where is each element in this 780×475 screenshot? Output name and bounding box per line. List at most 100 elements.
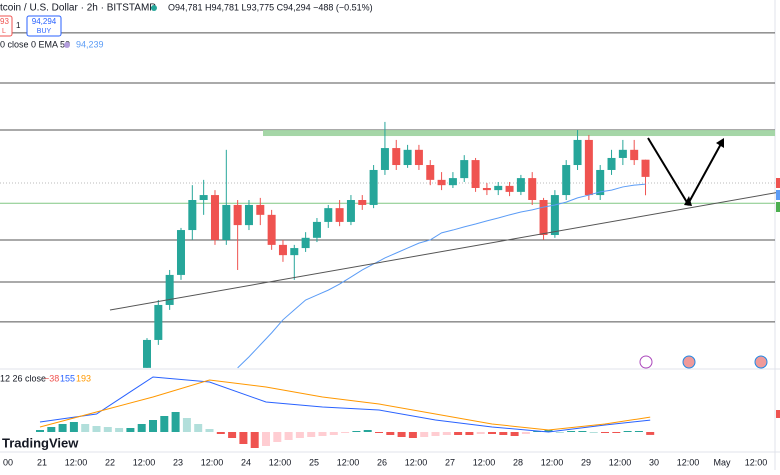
sell-price: 93 [0,17,9,26]
macd-signal-value: 193 [76,373,91,383]
candle-body [358,200,367,205]
candle-body [505,185,514,192]
x-tick-label: 12:00 [405,457,428,467]
candle-body [301,237,310,249]
candle-body [460,160,469,179]
macd-bar [149,420,157,432]
sell-button[interactable] [0,15,13,37]
price-tag [776,202,780,212]
macd-bar [578,431,587,432]
x-tick-label: 12:00 [677,457,700,467]
event-icons [639,355,768,369]
candle-body [471,160,480,188]
x-tick-label: 28 [513,457,523,467]
x-tick-label: 12:00 [745,457,768,467]
x-tick-label: 12:00 [269,457,292,467]
macd-bar [386,432,395,435]
macd-bar [544,430,553,432]
macd-bar [476,432,485,434]
macd-bar [47,427,56,432]
candle-body [482,187,491,191]
x-tick-label: 29 [581,457,591,467]
candle-body [369,169,378,205]
signal-line [39,379,651,431]
candle-body [143,339,151,368]
macd-bar [126,428,135,432]
macd-line-value: 155 [60,373,75,383]
macd-bar [375,432,383,433]
macd-bar [284,432,293,440]
candle-body [176,230,185,275]
logo: TradingView [2,435,79,450]
macd-bar [92,426,101,432]
candle-body [437,179,446,186]
candle-body [290,248,299,256]
macd-bar [307,432,316,437]
candle-body [392,148,401,166]
event-icon[interactable] [754,355,768,369]
macd-line [39,376,651,433]
macd-bar [69,422,78,432]
arrow-head [716,138,724,148]
x-tick-label: May [713,457,731,467]
x-tick-label: 22 [105,457,115,467]
candle-body [426,165,435,180]
macd-label: 12 26 close [0,373,46,383]
x-tick-label: 23 [173,457,183,467]
macd-bar [488,432,496,434]
x-tick-label: 12:00 [201,457,224,467]
ema-value: 94,239 [76,39,104,49]
candle-body [641,159,650,177]
macd-bar [601,432,609,433]
macd-bar [408,432,417,438]
x-tick-label: 12:00 [133,457,156,467]
macd-bar [182,418,191,432]
candle-body [222,204,231,240]
candle-body [562,165,571,196]
macd-bar [36,430,44,432]
macd-bar [171,412,180,432]
candle-body [448,178,457,186]
x-tick-label: 12:00 [65,457,88,467]
x-tick-label: 27 [445,457,455,467]
price-tag [776,190,780,200]
macd-bar [397,432,406,437]
candle-body [403,149,412,166]
macd-bar [273,432,282,442]
candle-body [539,200,548,235]
candle-body [550,195,559,235]
macd-bar [239,432,248,444]
market-status [151,5,157,11]
price-tag [776,410,780,418]
event-icon[interactable] [639,355,653,369]
x-tick-label: 30 [649,457,659,467]
x-tick-label: 21 [37,457,47,467]
candle-body [630,149,639,161]
event-icon[interactable] [682,355,696,369]
price-tag [776,178,780,188]
macd-bar [454,432,463,435]
candle-body [278,244,287,256]
ohlc: O94,781 H94,781 L93,775 C94,294 −488 (−0… [168,2,373,12]
candle-body [584,139,593,196]
candle-body [494,185,503,191]
macd-bar [115,428,124,432]
macd-bar [363,430,372,432]
buy-label: BUY [37,28,52,35]
x-tick-label: 00 [3,457,13,467]
x-tick-label: 12:00 [337,457,360,467]
macd-bar [318,432,327,436]
macd-bar [216,432,225,434]
macd-bar [295,432,304,438]
x-tick-label: 12:00 [473,457,496,467]
buy-button[interactable] [26,15,62,37]
macd-hist-value: −38 [44,373,59,383]
macd-bar [194,424,203,432]
candle-body [199,195,208,201]
x-tick-label: 26 [377,457,387,467]
macd-bar [160,416,169,432]
macd-bar [228,432,237,438]
candle-body [607,157,616,170]
